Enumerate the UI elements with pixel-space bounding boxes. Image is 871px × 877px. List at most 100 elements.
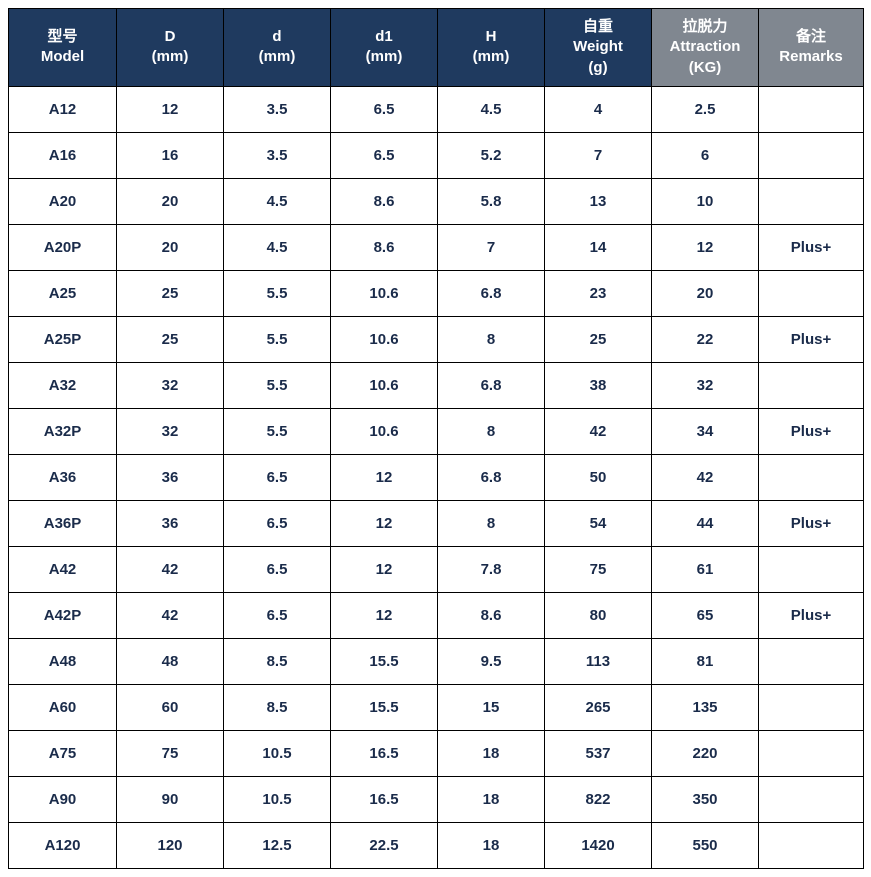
table-cell: 16.5 (331, 776, 438, 822)
table-cell (759, 178, 864, 224)
header-line1: 备注 (796, 28, 826, 45)
header-line1: 拉脱力 (682, 18, 727, 35)
table-cell: 537 (545, 730, 652, 776)
table-cell: A16 (9, 132, 117, 178)
table-cell: 16 (117, 132, 224, 178)
table-row: A12123.56.54.542.5 (9, 86, 864, 132)
table-cell: 10.6 (331, 408, 438, 454)
table-cell: A20P (9, 224, 117, 270)
table-cell: 18 (438, 730, 545, 776)
table-cell: 18 (438, 822, 545, 868)
table-cell: 8.5 (224, 638, 331, 684)
table-cell: 6.8 (438, 362, 545, 408)
table-cell (759, 86, 864, 132)
table-cell: Plus+ (759, 592, 864, 638)
table-cell: 822 (545, 776, 652, 822)
table-cell: 12.5 (224, 822, 331, 868)
header-line2: (mm) (259, 48, 296, 65)
table-cell: 6.5 (331, 132, 438, 178)
table-cell: 6.8 (438, 270, 545, 316)
table-cell: 48 (117, 638, 224, 684)
table-cell: 22 (652, 316, 759, 362)
table-cell: Plus+ (759, 224, 864, 270)
header-line1: 自重 (583, 18, 613, 35)
table-cell: 6.8 (438, 454, 545, 500)
table-cell: A36P (9, 500, 117, 546)
column-header-6: 拉脱力Attraction(KG) (652, 9, 759, 87)
column-header-5: 自重 Weight (g) (545, 9, 652, 87)
table-cell: 44 (652, 500, 759, 546)
table-cell: 5.8 (438, 178, 545, 224)
table-cell: A60 (9, 684, 117, 730)
column-header-4: H(mm) (438, 9, 545, 87)
table-cell: Plus+ (759, 408, 864, 454)
table-row: A16163.56.55.276 (9, 132, 864, 178)
table-cell: 42 (545, 408, 652, 454)
table-cell: 8.6 (438, 592, 545, 638)
header-line3: (g) (588, 59, 607, 76)
table-cell: 8.6 (331, 224, 438, 270)
table-cell: 3.5 (224, 132, 331, 178)
table-cell: 7 (545, 132, 652, 178)
table-cell: 15.5 (331, 638, 438, 684)
header-line2: Remarks (779, 48, 842, 65)
table-cell: 10.6 (331, 316, 438, 362)
table-cell: 10.5 (224, 730, 331, 776)
header-line1: D (165, 28, 176, 45)
header-line1: d1 (375, 28, 393, 45)
table-cell: 18 (438, 776, 545, 822)
table-row: A42426.5127.87561 (9, 546, 864, 592)
table-cell: 65 (652, 592, 759, 638)
table-cell: A36 (9, 454, 117, 500)
header-line3: (KG) (689, 59, 722, 76)
column-header-7: 备注 Remarks (759, 9, 864, 87)
table-cell: 10.6 (331, 270, 438, 316)
table-cell: 81 (652, 638, 759, 684)
table-cell: 3.5 (224, 86, 331, 132)
table-cell: 4 (545, 86, 652, 132)
spec-table: 型号ModelD(mm)d(mm)d1(mm)H(mm)自重Weight(g)拉… (8, 8, 864, 869)
table-cell: 550 (652, 822, 759, 868)
table-cell (759, 270, 864, 316)
table-cell: 20 (652, 270, 759, 316)
table-cell: 12 (117, 86, 224, 132)
table-cell: 6.5 (224, 546, 331, 592)
table-cell: 23 (545, 270, 652, 316)
table-cell: 32 (117, 408, 224, 454)
table-cell: 25 (545, 316, 652, 362)
table-cell: A25 (9, 270, 117, 316)
table-row: A25P255.510.682522Plus+ (9, 316, 864, 362)
table-cell: 6.5 (224, 454, 331, 500)
table-cell: 4.5 (224, 224, 331, 270)
column-header-1: D(mm) (117, 9, 224, 87)
table-cell: 32 (652, 362, 759, 408)
table-cell: A32 (9, 362, 117, 408)
table-cell (759, 132, 864, 178)
table-cell: 6 (652, 132, 759, 178)
table-cell (759, 730, 864, 776)
table-cell: 4.5 (438, 86, 545, 132)
table-cell: 16.5 (331, 730, 438, 776)
table-cell: 75 (117, 730, 224, 776)
table-cell: 6.5 (224, 500, 331, 546)
table-cell: 13 (545, 178, 652, 224)
table-cell: 10.5 (224, 776, 331, 822)
header-line1: 型号 (47, 28, 77, 45)
header-line2: Weight (573, 38, 623, 55)
table-cell: 10.6 (331, 362, 438, 408)
table-cell: 350 (652, 776, 759, 822)
table-cell: 12 (331, 454, 438, 500)
table-cell: 7 (438, 224, 545, 270)
table-cell: 50 (545, 454, 652, 500)
table-row: A32P325.510.684234Plus+ (9, 408, 864, 454)
table-cell (759, 546, 864, 592)
table-cell: 10 (652, 178, 759, 224)
table-cell: 5.5 (224, 408, 331, 454)
table-cell: 42 (652, 454, 759, 500)
table-cell: 7.8 (438, 546, 545, 592)
table-cell: 15.5 (331, 684, 438, 730)
table-row: A12012012.522.5181420550 (9, 822, 864, 868)
table-cell: 36 (117, 500, 224, 546)
table-cell: 5.5 (224, 362, 331, 408)
table-cell: 32 (117, 362, 224, 408)
